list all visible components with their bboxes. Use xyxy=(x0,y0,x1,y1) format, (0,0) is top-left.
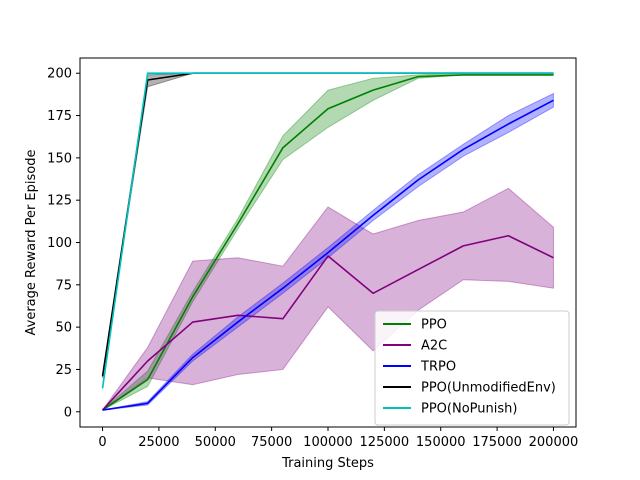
x-tick-label: 200000 xyxy=(529,435,579,450)
series-line-trpo xyxy=(102,99,554,411)
x-axis-label: Training Steps xyxy=(281,456,374,471)
x-tick-label: 100000 xyxy=(303,435,353,450)
x-tick-label: 150000 xyxy=(416,435,466,450)
series-line-ppo xyxy=(102,74,554,411)
series-lines xyxy=(101,72,554,411)
x-axis: 0 25000 50000 75000 100000 125000 150000 175000… xyxy=(98,427,578,450)
band-a2c xyxy=(102,187,554,411)
x-tick-label: 50000 xyxy=(195,435,236,450)
x-tick-label: 175000 xyxy=(472,435,522,450)
y-tick-label: 75 xyxy=(55,278,72,293)
series-line-a2c xyxy=(101,234,554,411)
x-tick-label: 0 xyxy=(98,435,106,450)
y-tick-label: 25 xyxy=(55,363,72,378)
legend-label: PPO(UnmodifiedEnv) xyxy=(421,381,556,396)
y-tick-label: 200 xyxy=(47,67,72,82)
x-tick-label: 125000 xyxy=(360,435,410,450)
legend-box xyxy=(374,310,570,426)
y-tick-label: 100 xyxy=(47,236,72,251)
y-tick-label: 150 xyxy=(47,151,72,166)
x-tick-label: 25000 xyxy=(138,435,179,450)
band-ppo xyxy=(102,72,554,411)
legend: PPO A2C TRPO PPO(UnmodifiedEnv) PPO(NoPunish… xyxy=(374,310,570,426)
legend-label: PPO(NoPunish) xyxy=(421,402,517,417)
y-tick-label: 125 xyxy=(47,194,72,209)
x-tick-label: 75000 xyxy=(251,435,292,450)
y-tick-label: 50 xyxy=(55,321,72,336)
legend-label: A2C xyxy=(421,339,447,354)
y-axis-label: Average Reward Per Episode xyxy=(24,150,39,336)
legend-label: TRPO xyxy=(420,360,456,375)
legend-label: PPO xyxy=(421,318,447,333)
y-axis: 0 25 50 75 100 125 150 175 200 xyxy=(47,67,80,420)
series-line-ppo-nopunish- xyxy=(101,72,554,389)
y-tick-label: 0 xyxy=(64,405,72,420)
y-tick-label: 175 xyxy=(47,109,72,124)
